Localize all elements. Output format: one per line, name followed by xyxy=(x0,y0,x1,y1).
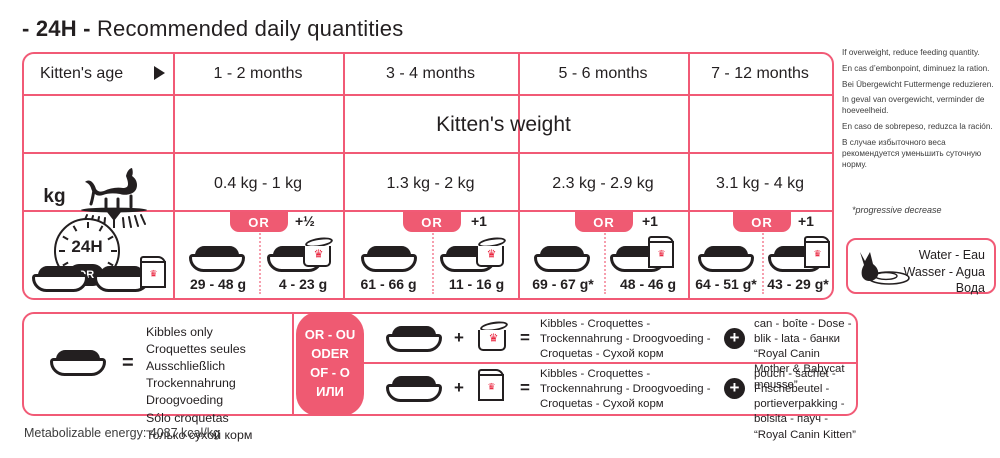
product-text-can: can - boîte - Dose - blik - lata - банки… xyxy=(754,318,852,391)
weight-column-2: 2.3 kg - 2.9 kg xyxy=(552,175,654,192)
overweight-line-nl: In geval van overgewicht, verminder de h… xyxy=(842,95,985,116)
equals-sign-row-can: = xyxy=(520,328,530,347)
water-box: Water - Eau Wasser - Agua Вода xyxy=(846,238,996,295)
mix-amount-1: 11 - 16 g xyxy=(448,276,505,292)
feeding-amounts-band: OR +½ 29 - 48 g ♛ 4 - 23 g OR +1 61 - 66… xyxy=(175,212,834,298)
crown-logo-icon: ♛ xyxy=(149,268,157,279)
legend-panel: = Kibbles only Croquettes seules Ausschl… xyxy=(22,312,858,442)
age-row-label: Kitten's age xyxy=(40,65,124,82)
page-title: - 24H - Recommended daily quantities xyxy=(22,16,403,42)
water-label: Water - Eau Wasser - Agua Вода xyxy=(903,248,985,295)
weight-header: Kitten's weight xyxy=(436,113,571,136)
feeding-column-1: OR +1 61 - 66 g ♛ 11 - 16 g xyxy=(345,212,520,298)
bowl-icon-row-pouch xyxy=(386,376,442,402)
table-col-divider-2 xyxy=(518,54,520,298)
pouch-icon-3: ♛ xyxy=(804,236,830,268)
dry-amount-0: 29 - 48 g xyxy=(189,276,247,292)
plus-sign-row-pouch: + xyxy=(454,378,464,397)
cat-drinking-icon xyxy=(860,252,910,285)
feeding-column-2: OR +1 69 - 67 g* ♛ 48 - 46 g xyxy=(520,212,690,298)
title-prefix: - 24H - xyxy=(22,16,91,41)
metabolizable-energy-footer: Metabolizable energy: 4087 kcal/kg xyxy=(24,426,220,440)
clock-24h-cell: 24H OR ♛ xyxy=(24,214,175,298)
pouch-icon-legend: ♛ xyxy=(478,369,504,401)
plus-label-0: +½ xyxy=(295,213,315,229)
feeding-column-0: OR +½ 29 - 48 g ♛ 4 - 23 g xyxy=(175,212,345,298)
pouch-icon-2: ♛ xyxy=(648,236,674,268)
mix-amount-0: 4 - 23 g xyxy=(278,276,328,292)
age-column-0: 1 - 2 months xyxy=(213,65,303,82)
arrow-right-icon xyxy=(154,66,165,80)
bowl-icon-legend xyxy=(50,350,106,376)
overweight-line-fr: En cas d’embonpoint, diminuez la ration. xyxy=(842,63,990,73)
or-divider-block: OR - OU ODER OF - O ИЛИ xyxy=(296,312,364,416)
plus-sign-row-can: + xyxy=(454,328,464,347)
age-column-1: 3 - 4 months xyxy=(386,65,475,82)
age-column-3: 7 - 12 months xyxy=(711,65,809,82)
table-divider-age xyxy=(24,94,832,96)
equals-sign-legend: = xyxy=(122,352,134,374)
can-icon-0: ♛ xyxy=(303,235,334,268)
plus-circle-icon-can: + xyxy=(724,328,745,349)
kitten-on-scale-icon xyxy=(80,168,147,228)
plus-label-2: +1 xyxy=(642,213,658,229)
pouch-icon-clock: ♛ xyxy=(140,256,166,288)
bowl-icon-row-can xyxy=(386,326,442,352)
overweight-line-en: If overweight, reduce feeding quantity. xyxy=(842,48,980,57)
kibbles-only-section: = Kibbles only Croquettes seules Ausschl… xyxy=(24,314,294,442)
weight-column-1: 1.3 kg - 2 kg xyxy=(386,175,475,192)
dry-amount-2: 69 - 67 g* xyxy=(532,276,594,292)
product-text-pouch: pouch - sachet - Frischebeutel - portiev… xyxy=(754,368,856,441)
plus-label-3: +1 xyxy=(798,213,814,229)
overweight-line-de: Bei Übergewicht Futtermenge reduzieren. xyxy=(842,79,994,89)
legend-row-pouch: + ♛ = Kibbles - Croquettes - Trockennahr… xyxy=(368,364,856,441)
clock-label: 24H xyxy=(71,237,103,256)
feeding-table: Kitten's age 1 - 2 months 3 - 4 months 5… xyxy=(22,52,834,300)
table-divider-weight xyxy=(24,210,832,212)
title-rest: Recommended daily quantities xyxy=(90,16,404,41)
legend-row-can: + ♛ = Kibbles - Croquettes - Trockennahr… xyxy=(368,314,856,391)
progressive-decrease-footnote: *progressive decrease xyxy=(852,205,942,215)
feeding-column-3: OR +1 64 - 51 g* ♛ 43 - 29 g* xyxy=(690,212,834,298)
kg-scale-cell: kg xyxy=(24,96,175,298)
can-icon-1: ♛ xyxy=(476,235,507,268)
table-col-divider-3 xyxy=(688,54,690,298)
mix-amount-3: 43 - 29 g* xyxy=(767,276,829,292)
or-badge-2: OR xyxy=(575,212,633,232)
dry-amount-1: 61 - 66 g xyxy=(360,276,417,292)
equals-sign-row-pouch: = xyxy=(520,378,530,397)
weight-column-3: 3.1 kg - 4 kg xyxy=(715,175,805,192)
overweight-line-ru: В случае избыточного веса рекомендуется … xyxy=(842,137,982,169)
legend-col-divider xyxy=(292,314,294,414)
bowl-icon-left xyxy=(32,266,88,292)
or-badge-3: OR xyxy=(733,212,791,232)
or-badge-1: OR xyxy=(403,212,461,232)
mix-text-pouch: Kibbles - Croquettes - Trockennahrung - … xyxy=(540,368,711,411)
mix-amount-2: 48 - 46 g xyxy=(619,276,677,292)
age-column-2: 5 - 6 months xyxy=(558,65,648,82)
overweight-notice: If overweight, reduce feeding quantity. … xyxy=(842,48,998,175)
or-badge-0: OR xyxy=(230,212,288,232)
dry-amount-3: 64 - 51 g* xyxy=(695,276,757,292)
plus-label-1: +1 xyxy=(471,213,487,229)
kg-label: kg xyxy=(43,186,66,207)
legend-row-divider xyxy=(296,362,856,364)
table-col-divider-1 xyxy=(343,54,345,298)
overweight-line-es: En caso de sobrepeso, reduzca la ración. xyxy=(842,122,993,132)
table-col-divider-0 xyxy=(173,54,175,298)
mix-text-can: Kibbles - Croquettes - Trockennahrung - … xyxy=(540,318,711,361)
can-icon-legend: ♛ xyxy=(478,319,509,352)
plus-circle-icon-pouch: + xyxy=(724,378,745,399)
weight-column-0: 0.4 kg - 1 kg xyxy=(213,175,303,192)
table-divider-weight-header xyxy=(24,152,832,154)
kibbles-only-text: Kibbles only Croquettes seules Ausschlie… xyxy=(146,325,253,442)
